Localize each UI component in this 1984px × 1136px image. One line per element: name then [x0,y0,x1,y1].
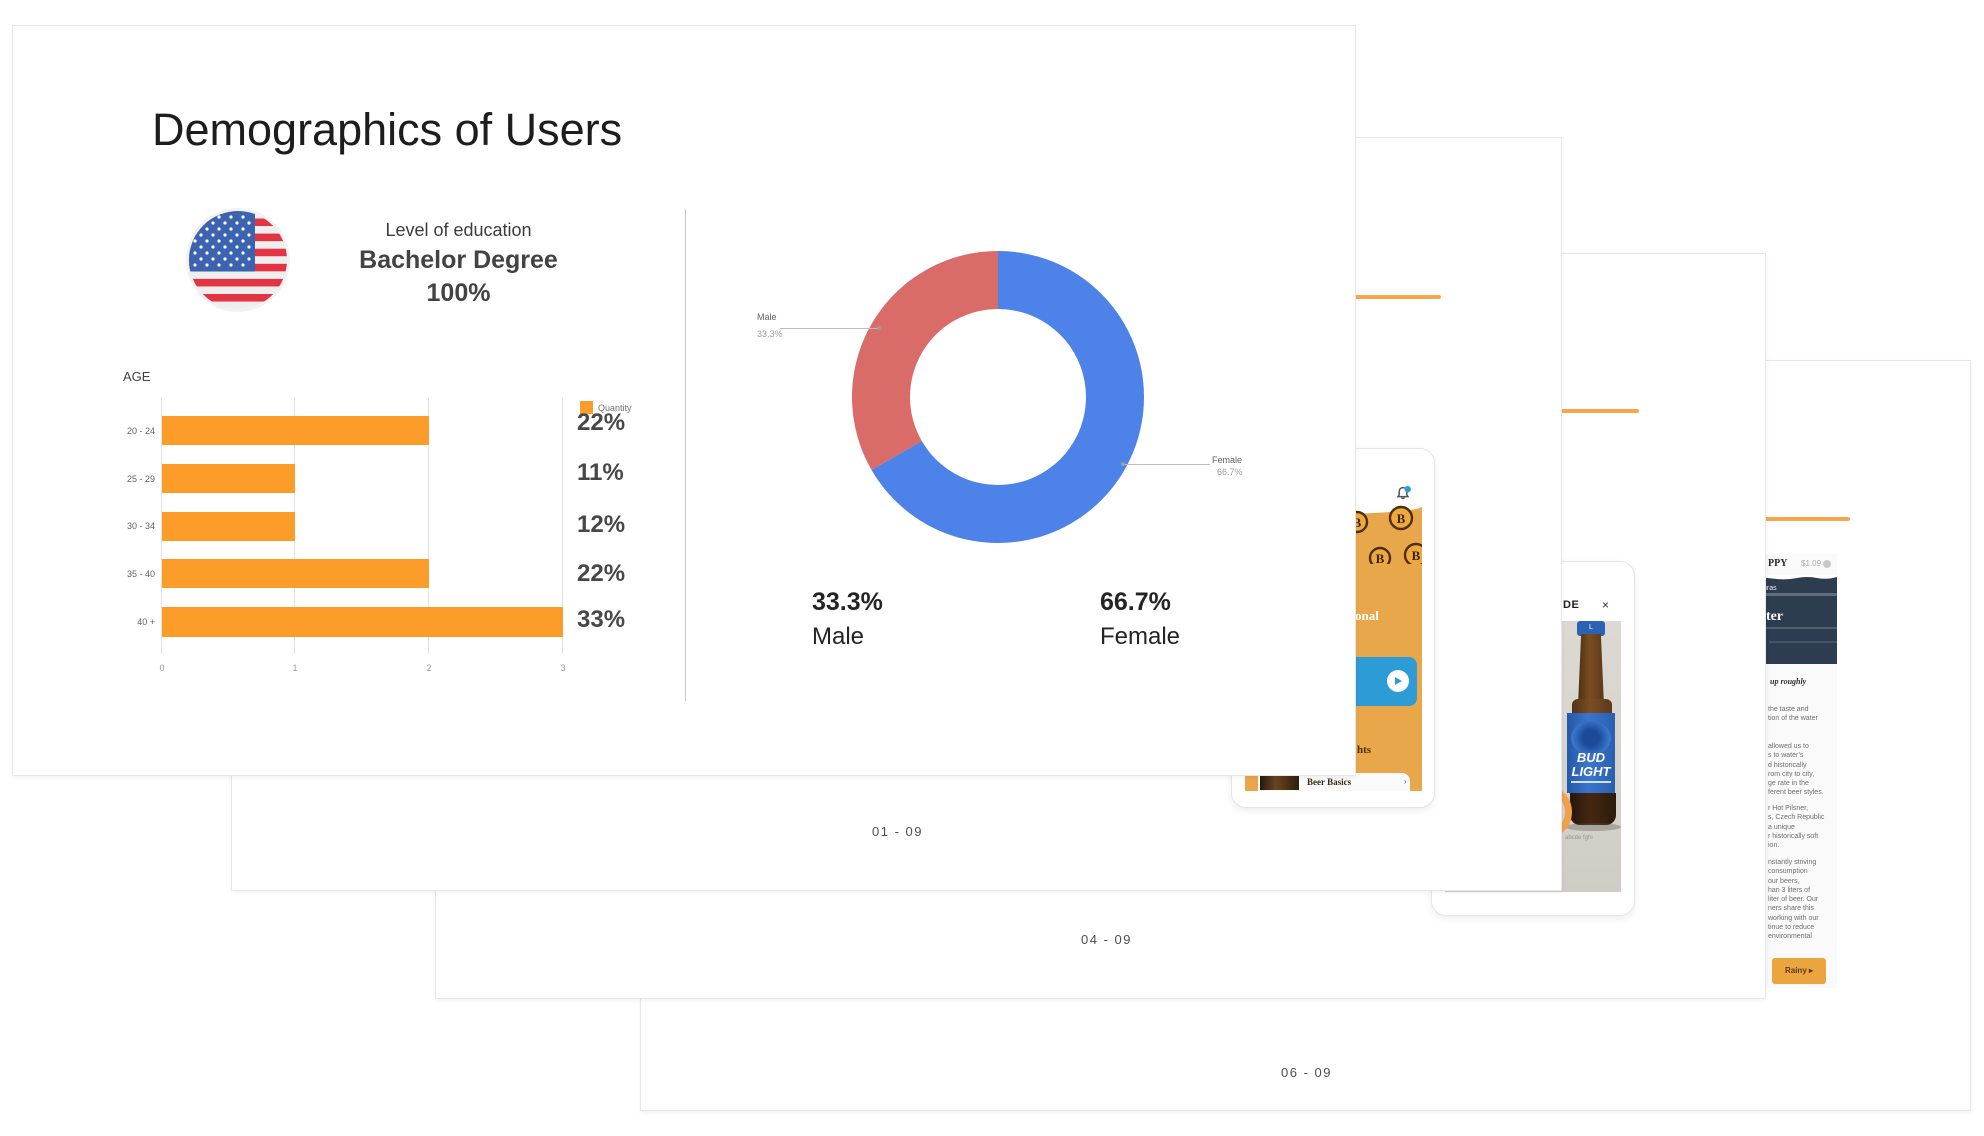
svg-text:B: B [1397,511,1406,526]
svg-text:B: B [1412,548,1421,563]
svg-text:B: B [1376,551,1385,564]
svg-text:B: B [1353,515,1362,530]
